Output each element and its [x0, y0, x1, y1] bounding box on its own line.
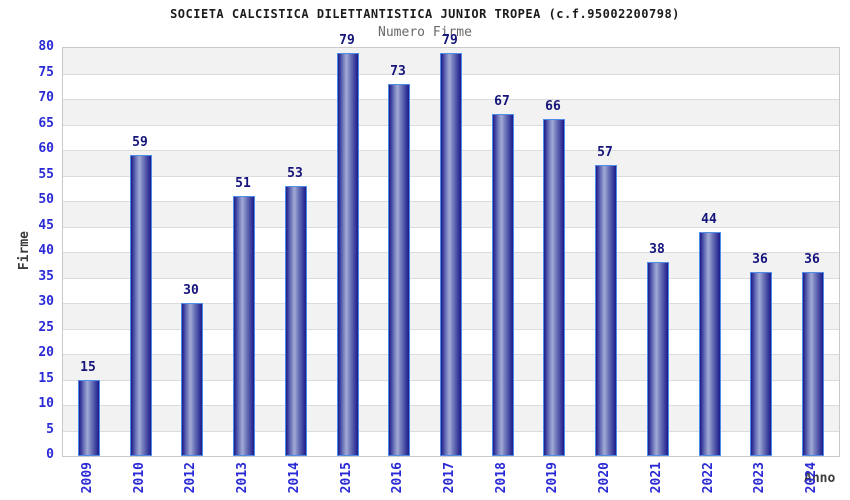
y-tick-label: 25 [38, 319, 54, 335]
bar-value-label: 73 [390, 63, 406, 79]
x-tick-label: 2024 [804, 462, 819, 494]
bar-value-label: 15 [80, 359, 96, 375]
bar-value-label: 67 [494, 94, 510, 110]
bar-value-label: 36 [804, 252, 820, 268]
x-tick-label: 2018 [494, 462, 509, 494]
x-tick-label: 2010 [132, 462, 147, 494]
y-tick-label: 70 [38, 90, 54, 105]
y-tick-label: 10 [38, 396, 54, 411]
bar-value-label: 36 [752, 252, 768, 268]
bar-2021 [647, 262, 669, 456]
bar-value-label: 51 [235, 175, 251, 191]
bar-2016 [388, 83, 410, 456]
x-tick-label: 2017 [442, 462, 457, 494]
x-tick-label: 2016 [390, 462, 405, 494]
bar-2013 [233, 195, 255, 456]
bar-value-label: 44 [701, 211, 717, 227]
y-tick-label: 20 [38, 345, 54, 360]
bar-2022 [699, 231, 721, 456]
x-axis-title: Anno [804, 471, 836, 486]
x-tick-label: 2021 [649, 462, 664, 494]
y-tick-label: 35 [38, 268, 54, 284]
bar-2023 [750, 272, 772, 456]
x-tick-label: 2015 [339, 462, 354, 494]
x-tick-label: 2022 [701, 462, 716, 494]
bar-2009 [78, 379, 100, 456]
y-tick-label: 80 [38, 39, 54, 54]
bar-2020 [595, 165, 617, 456]
y-tick-label: 60 [38, 141, 54, 156]
bar-2017 [440, 53, 462, 456]
y-tick-label: 55 [38, 166, 54, 182]
chart-subtitle: Numero Firme [378, 25, 472, 40]
bar-value-label: 79 [442, 33, 458, 49]
x-tick-label: 2019 [545, 462, 560, 494]
bar-value-label: 79 [339, 33, 355, 49]
x-tick-label: 2009 [80, 462, 95, 494]
bar-2012 [181, 303, 203, 456]
bar-value-label: 59 [132, 135, 148, 151]
x-tick-label: 2013 [235, 462, 250, 494]
bar-2018 [492, 114, 514, 456]
y-tick-label: 45 [38, 217, 54, 233]
y-tick-label: 40 [38, 243, 54, 258]
bar-value-label: 30 [183, 283, 199, 298]
bar-2019 [543, 119, 565, 456]
x-tick-label: 2020 [597, 462, 612, 494]
y-tick-label: 5 [46, 421, 54, 437]
y-tick-label: 30 [38, 294, 54, 309]
x-tick-label: 2023 [752, 462, 767, 494]
bar-value-label: 66 [545, 99, 561, 115]
y-tick-label: 0 [46, 447, 54, 462]
y-tick-label: 75 [38, 64, 54, 80]
chart-title: SOCIETA CALCISTICA DILETTANTISTICA JUNIO… [170, 7, 680, 21]
y-tick-label: 15 [38, 370, 54, 386]
y-tick-label: 65 [38, 115, 54, 131]
x-tick-label: 2014 [287, 462, 302, 494]
bar-value-label: 53 [287, 165, 303, 181]
bar-value-label: 57 [597, 145, 613, 161]
y-tick-label: 50 [38, 192, 54, 207]
bar-2014 [285, 185, 307, 456]
x-tick-label: 2012 [183, 462, 198, 494]
bar-value-label: 38 [649, 242, 665, 258]
bar-2015 [337, 53, 359, 456]
bar-2024 [802, 272, 824, 456]
plot-area [62, 47, 840, 457]
bar-2010 [130, 155, 152, 456]
